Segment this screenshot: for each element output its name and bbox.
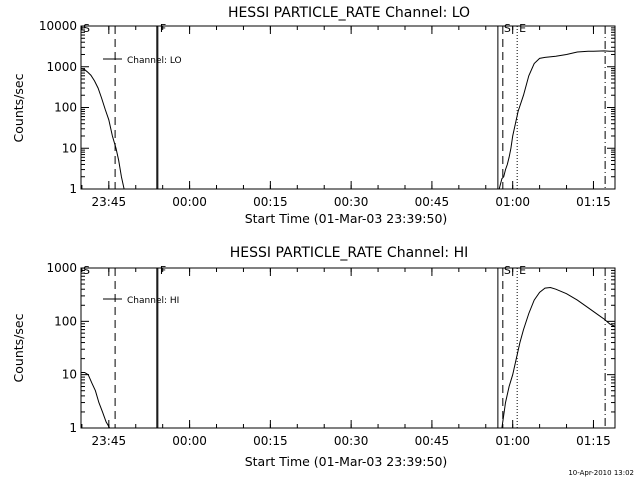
- hi-channel-panel: HESSI PARTICLE_RATE Channel: HI Counts/s…: [11, 245, 616, 469]
- marker-start-label: S: [83, 264, 90, 277]
- y-tick-label: 100: [54, 314, 77, 328]
- x-tick-label: 00:45: [415, 434, 450, 448]
- y-tick-label: 100: [54, 101, 77, 115]
- hi-plot-frame: [80, 267, 616, 429]
- x-tick-label: 00:00: [172, 195, 207, 209]
- y-tick-label: 1: [69, 182, 77, 196]
- y-tick-label: 10: [62, 368, 77, 382]
- marker-f-label: F: [160, 264, 166, 277]
- lo-y-axis-label: Counts/sec: [11, 73, 26, 142]
- marker-f-label: F: [160, 22, 166, 35]
- hi-x-axis-label: Start Time (01-Mar-03 23:39:50): [245, 454, 448, 469]
- lo-legend-label: Channel: LO: [127, 56, 182, 66]
- y-tick-label: 10000: [39, 19, 77, 33]
- marker-e-label: E: [519, 22, 526, 35]
- marker-s-label: S: [504, 22, 511, 35]
- y-tick-label: 1000: [46, 60, 77, 74]
- y-tick-label: 1000: [46, 261, 77, 275]
- hi-chart-title: HESSI PARTICLE_RATE Channel: HI: [230, 245, 468, 261]
- timestamp: 10-Apr-2010 13:02: [568, 469, 634, 477]
- x-tick-label: 01:15: [576, 434, 611, 448]
- x-tick-label: 00:00: [172, 434, 207, 448]
- series-line-0: [81, 372, 111, 429]
- lo-plot-frame: [80, 25, 616, 190]
- x-tick-label: 00:15: [253, 195, 288, 209]
- series-line-0: [80, 68, 125, 190]
- marker-e-label: E: [519, 264, 526, 277]
- x-tick-label: 01:00: [495, 195, 530, 209]
- lo-x-axis-label: Start Time (01-Mar-03 23:39:50): [245, 211, 448, 226]
- lo-chart-title: HESSI PARTICLE_RATE Channel: LO: [228, 5, 470, 21]
- hi-legend-label: Channel: HI: [127, 296, 179, 306]
- lo-channel-panel: HESSI PARTICLE_RATE Channel: LO Counts/s…: [11, 5, 616, 226]
- x-tick-label: 00:30: [334, 434, 369, 448]
- hi-y-axis-label: Counts/sec: [11, 313, 26, 382]
- x-tick-label: 00:15: [253, 434, 288, 448]
- x-tick-label: 23:45: [92, 195, 127, 209]
- y-tick-label: 10: [62, 141, 77, 155]
- x-tick-label: 00:45: [415, 195, 450, 209]
- series-line-1: [496, 50, 615, 190]
- marker-start-label: S: [83, 22, 90, 35]
- series-line-1: [501, 286, 616, 429]
- x-tick-label: 23:45: [92, 434, 127, 448]
- x-tick-label: 01:00: [495, 434, 530, 448]
- x-tick-label: 00:30: [334, 195, 369, 209]
- y-tick-label: 1: [69, 421, 77, 435]
- x-tick-label: 01:15: [576, 195, 611, 209]
- marker-s-label: S: [504, 264, 511, 277]
